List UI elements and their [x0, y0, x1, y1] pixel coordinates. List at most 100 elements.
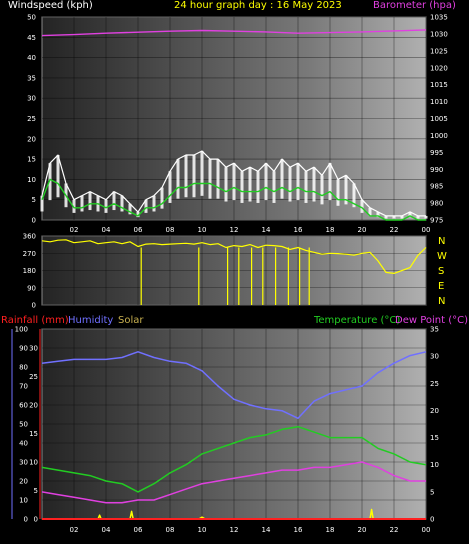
x-tick-label: 16	[294, 226, 303, 234]
y-tick-label: 20	[27, 135, 36, 143]
y-tick-label: 270	[23, 250, 36, 258]
temperature-tick-label: 30	[430, 353, 439, 361]
temperature-tick-label: 35	[430, 326, 439, 334]
x-tick-label: 10	[198, 226, 207, 234]
x-tick-label: 20	[358, 226, 367, 234]
temperature-tick-label: 20	[430, 407, 439, 415]
y-tick-label: 10	[27, 176, 36, 184]
y-tick-label: 50	[27, 14, 36, 22]
graph-title: 24 hour graph day : 16 May 2023	[174, 0, 342, 11]
y-tick-label: 35	[27, 74, 36, 82]
y-tick-label: 15	[27, 156, 36, 164]
x-tick-label: 12	[230, 226, 239, 234]
x-tick-label: 00	[422, 526, 431, 534]
y2-tick-label: 975	[430, 217, 443, 225]
humidity-tick-label: 20	[19, 478, 28, 486]
y2-tick-label: 995	[430, 149, 443, 157]
y2-tick-label: 1030	[430, 30, 448, 38]
header-left-label: Windspeed (kph)	[8, 0, 93, 11]
compass-s: S	[438, 266, 445, 277]
dewpoint-label: Dew Point (°C)	[395, 315, 469, 326]
x-tick-label: 22	[390, 526, 399, 534]
x-tick-label: 14	[262, 526, 271, 534]
humidity-tick-label: 30	[19, 459, 28, 467]
y-tick-label: 30	[27, 95, 36, 103]
y2-tick-label: 1035	[430, 14, 448, 22]
wind-average-line	[41, 178, 426, 221]
y-tick-label: 5	[32, 196, 36, 204]
humidity-tick-label: 50	[19, 421, 28, 429]
y2-tick-label: 990	[430, 166, 443, 174]
x-tick-label: 04	[102, 526, 111, 534]
rainfall-tick-label: 30	[29, 344, 38, 352]
dewpoint-line	[41, 461, 426, 504]
temperature-label: Temperature (°C)	[314, 315, 401, 326]
rainfall-tick-label: 20	[29, 401, 38, 409]
y-tick-label: 40	[27, 54, 36, 62]
humidity-tick-label: 10	[19, 497, 28, 505]
temperature-tick-label: 15	[430, 434, 439, 442]
y2-tick-label: 980	[430, 200, 443, 208]
solar-label: Solar	[118, 315, 144, 326]
temperature-tick-label: 25	[430, 380, 439, 388]
humidity-tick-label: 100	[15, 326, 28, 334]
temperature-tick-label: 0	[430, 516, 434, 524]
y2-tick-label: 1020	[430, 64, 448, 72]
y-tick-label: 90	[27, 284, 36, 292]
compass-w: W	[437, 251, 447, 262]
x-tick-label: 18	[326, 526, 335, 534]
compass-e: E	[438, 281, 445, 292]
barometer-line	[41, 29, 427, 37]
humidity-tick-label: 0	[24, 516, 28, 524]
y2-tick-label: 1000	[430, 132, 448, 140]
y2-tick-label: 1010	[430, 98, 448, 106]
x-tick-label: 06	[134, 226, 143, 234]
x-tick-label: 06	[134, 526, 143, 534]
x-tick-label: 02	[70, 226, 79, 234]
y-tick-label: 0	[32, 217, 36, 225]
humidity-tick-label: 60	[19, 402, 28, 410]
x-tick-label: 04	[102, 226, 111, 234]
x-tick-label: 12	[230, 526, 239, 534]
humidity-label: Humidity	[68, 315, 114, 326]
humidity-tick-label: 70	[19, 383, 28, 391]
y2-tick-label: 985	[430, 183, 443, 191]
compass-n-bottom: N	[438, 296, 446, 307]
y-tick-label: 360	[23, 233, 36, 241]
x-tick-label: 20	[358, 526, 367, 534]
y-tick-label: 180	[23, 267, 36, 275]
x-tick-label: 14	[262, 226, 271, 234]
windspeed-line	[41, 150, 426, 217]
y-tick-label: 45	[27, 34, 36, 42]
rainfall-tick-label: 5	[34, 487, 38, 495]
humidity-tick-label: 80	[19, 364, 28, 372]
y-tick-label: 25	[27, 115, 36, 123]
y2-tick-label: 1025	[430, 47, 448, 55]
humidity-line	[41, 351, 427, 420]
humidity-tick-label: 40	[19, 440, 28, 448]
x-tick-label: 02	[70, 526, 79, 534]
rainfall-label: Rainfall (mm)	[1, 315, 69, 326]
rainfall-tick-label: 10	[29, 458, 38, 466]
x-tick-label: 00	[422, 226, 431, 234]
temperature-line	[41, 425, 427, 493]
header-right-label: Barometer (hpa)	[373, 0, 456, 11]
y2-tick-label: 1005	[430, 115, 448, 123]
x-tick-label: 18	[326, 226, 335, 234]
y-tick-label: 0	[32, 302, 36, 310]
y2-tick-label: 1015	[430, 81, 448, 89]
x-tick-label: 16	[294, 526, 303, 534]
x-tick-label: 08	[166, 226, 175, 234]
x-tick-label: 22	[390, 226, 399, 234]
rainfall-tick-label: 25	[29, 373, 38, 381]
wind-direction-line	[41, 239, 427, 274]
x-tick-label: 10	[198, 526, 207, 534]
compass-n-top: N	[438, 236, 446, 247]
rainfall-tick-label: 0	[34, 516, 38, 524]
rainfall-tick-label: 15	[29, 430, 38, 438]
x-tick-label: 08	[166, 526, 175, 534]
temperature-tick-label: 5	[430, 488, 434, 496]
temperature-tick-label: 10	[430, 461, 439, 469]
humidity-tick-label: 90	[19, 345, 28, 353]
